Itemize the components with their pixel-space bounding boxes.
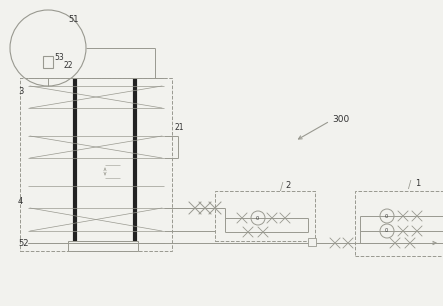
Text: 53: 53 [54, 54, 64, 62]
Text: 0: 0 [385, 214, 388, 218]
Bar [68, 241, 138, 251]
Text: 0: 0 [256, 215, 259, 221]
Text: 4: 4 [18, 196, 23, 206]
Bar [43, 56, 53, 68]
Text: 1: 1 [415, 180, 420, 188]
Text: /: / [280, 182, 283, 192]
Bar [308, 238, 316, 246]
Text: 2: 2 [285, 181, 290, 191]
Text: 51: 51 [68, 16, 78, 24]
Text: 21: 21 [175, 124, 184, 132]
Text: 300: 300 [332, 114, 349, 124]
Text: 22: 22 [64, 62, 74, 70]
Text: 52: 52 [18, 240, 28, 248]
Bar [215, 191, 315, 241]
Bar [355, 191, 443, 256]
Text: /: / [408, 180, 411, 190]
Bar [20, 78, 172, 251]
Text: 0: 0 [385, 229, 388, 233]
Text: 3: 3 [18, 87, 23, 95]
